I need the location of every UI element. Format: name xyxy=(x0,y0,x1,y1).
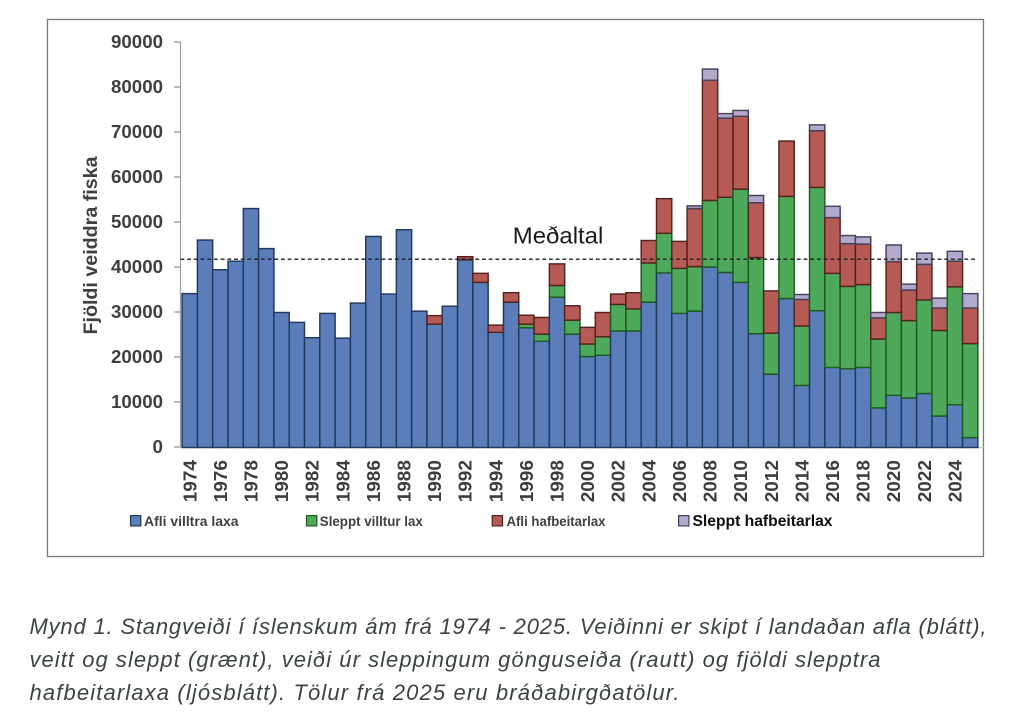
svg-text:Mynd 1. Stangveiði í íslenskum: Mynd 1. Stangveiði í íslenskum ám frá 19… xyxy=(30,614,987,639)
svg-text:2002: 2002 xyxy=(608,460,629,502)
svg-text:Afli villtra laxa: Afli villtra laxa xyxy=(144,514,239,529)
svg-text:2024: 2024 xyxy=(944,459,965,502)
svg-text:70000: 70000 xyxy=(111,122,163,142)
svg-text:60000: 60000 xyxy=(111,167,163,187)
svg-text:50000: 50000 xyxy=(111,212,163,232)
svg-text:2018: 2018 xyxy=(853,460,874,502)
svg-text:1984: 1984 xyxy=(332,459,353,502)
svg-text:1998: 1998 xyxy=(547,460,568,502)
svg-text:Meðaltal: Meðaltal xyxy=(513,223,604,249)
svg-text:1976: 1976 xyxy=(210,460,231,502)
svg-text:1990: 1990 xyxy=(424,460,445,502)
svg-text:40000: 40000 xyxy=(111,257,163,277)
svg-text:1994: 1994 xyxy=(485,459,506,502)
svg-text:hafbeitarlaxa (ljósblátt). Töl: hafbeitarlaxa (ljósblátt). Tölur frá 202… xyxy=(30,680,680,705)
svg-text:2010: 2010 xyxy=(730,460,751,502)
svg-text:Afli hafbeitarlax: Afli hafbeitarlax xyxy=(507,514,606,529)
svg-text:2014: 2014 xyxy=(791,459,812,502)
svg-text:30000: 30000 xyxy=(111,302,163,322)
svg-text:10000: 10000 xyxy=(111,392,163,412)
svg-text:20000: 20000 xyxy=(111,347,163,367)
svg-text:90000: 90000 xyxy=(111,32,163,52)
svg-text:2020: 2020 xyxy=(883,460,904,502)
svg-text:0: 0 xyxy=(153,437,164,457)
svg-text:80000: 80000 xyxy=(111,77,163,97)
svg-text:1978: 1978 xyxy=(240,460,261,502)
svg-text:2004: 2004 xyxy=(638,459,659,502)
svg-text:Sleppt hafbeitarlax: Sleppt hafbeitarlax xyxy=(693,513,833,530)
svg-text:1988: 1988 xyxy=(393,460,414,502)
svg-text:1986: 1986 xyxy=(363,460,384,502)
svg-text:1992: 1992 xyxy=(455,460,476,502)
svg-text:Sleppt villtur lax: Sleppt villtur lax xyxy=(320,514,423,529)
svg-text:2000: 2000 xyxy=(577,460,598,502)
svg-text:veitt og sleppt (grænt), veiði: veitt og sleppt (grænt), veiði úr sleppi… xyxy=(30,647,881,672)
svg-text:Fjöldi veiddra fiska: Fjöldi veiddra fiska xyxy=(80,156,102,334)
svg-text:1974: 1974 xyxy=(179,459,200,502)
svg-text:2006: 2006 xyxy=(669,460,690,502)
svg-text:1982: 1982 xyxy=(302,460,323,502)
svg-text:2022: 2022 xyxy=(914,460,935,502)
svg-text:1980: 1980 xyxy=(271,460,292,502)
svg-text:2012: 2012 xyxy=(761,460,782,502)
svg-text:2008: 2008 xyxy=(700,460,721,502)
svg-text:2016: 2016 xyxy=(822,460,843,502)
svg-text:1996: 1996 xyxy=(516,460,537,502)
